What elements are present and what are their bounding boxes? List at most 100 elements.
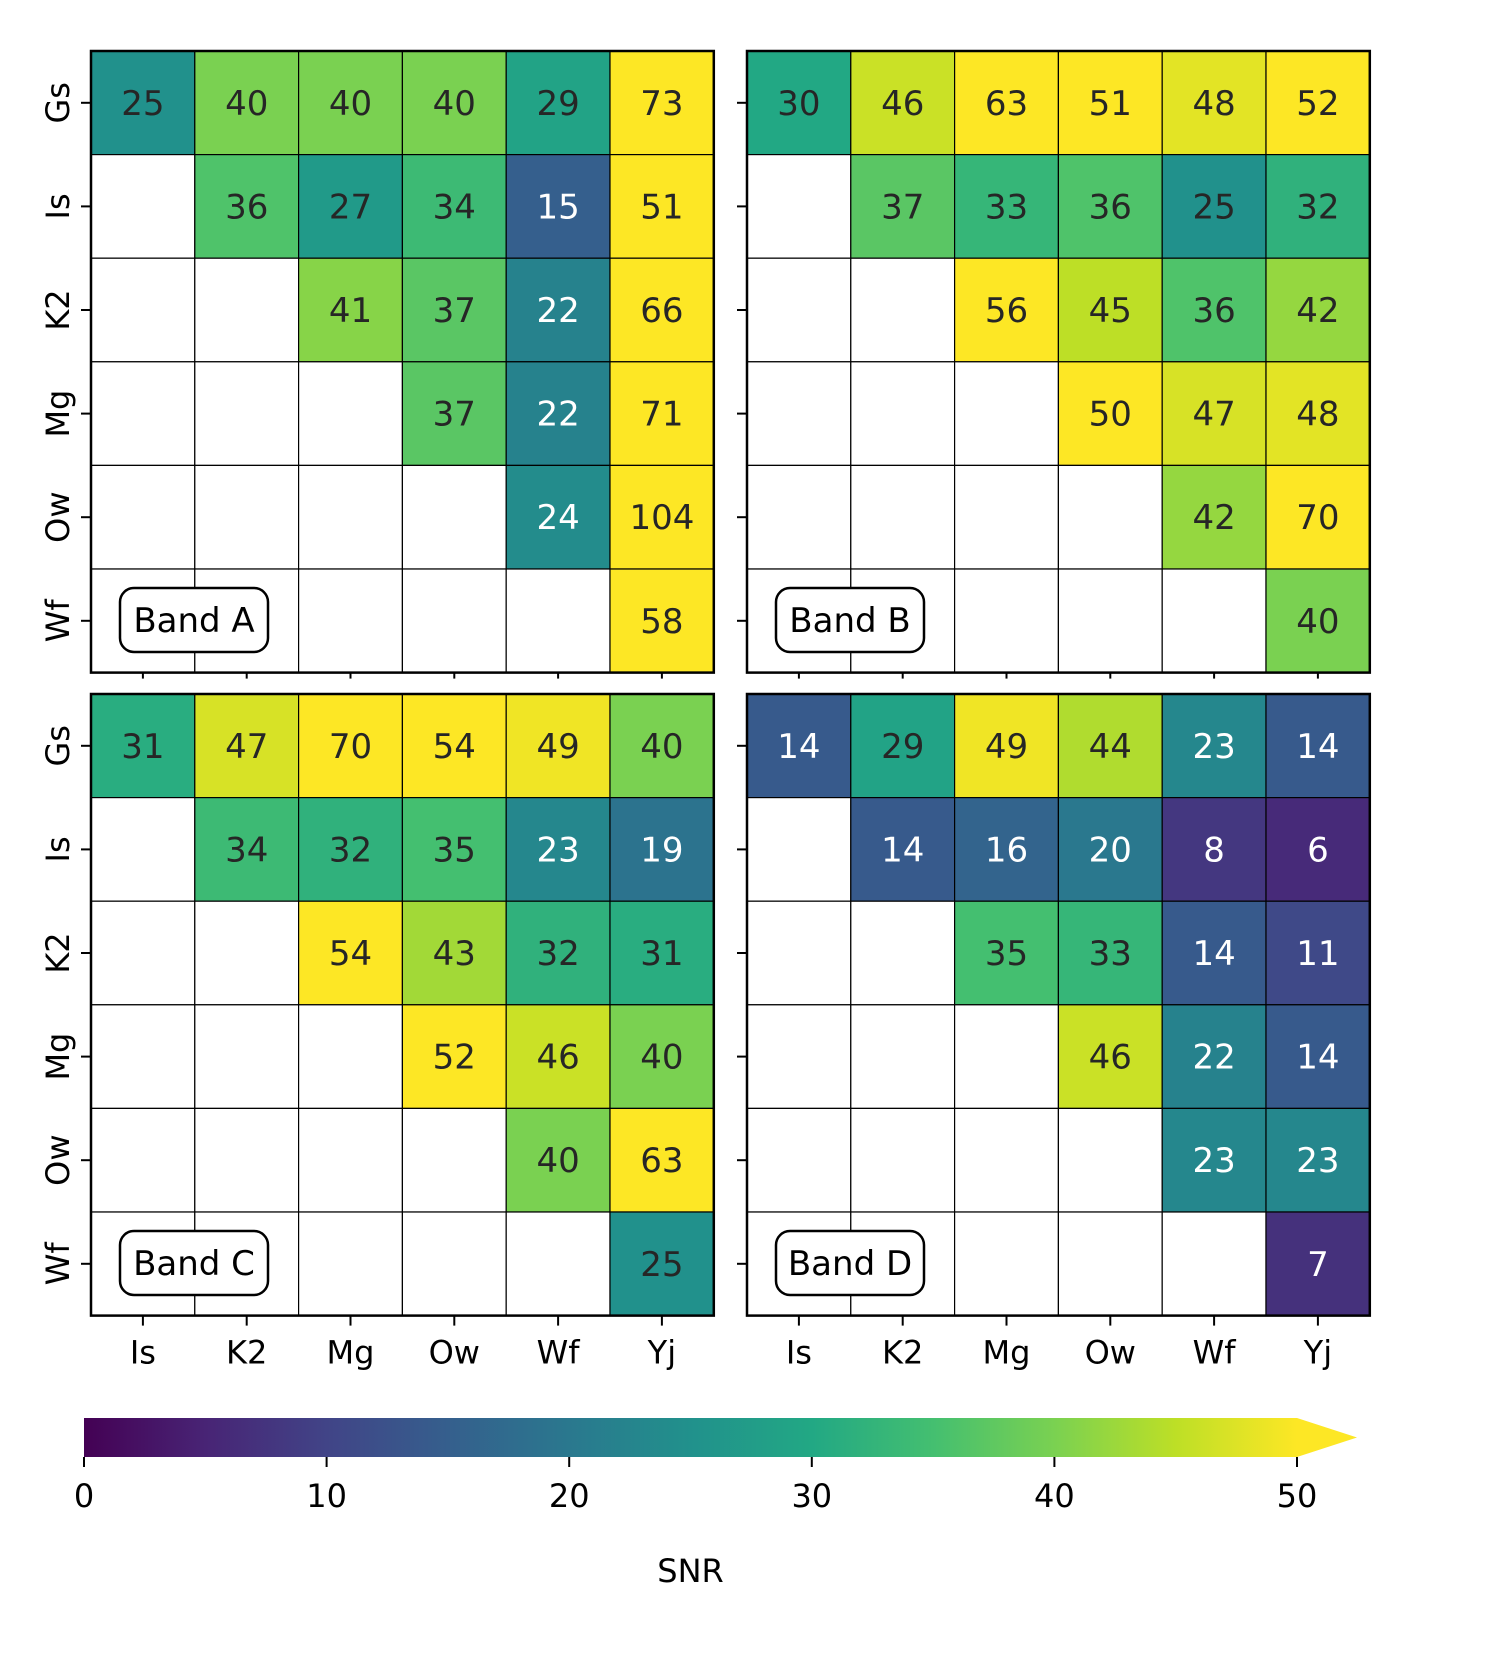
band-label-box: [118, 1229, 270, 1297]
cell-value-label: 37: [433, 395, 476, 435]
y-tick-label: Is: [39, 836, 77, 862]
cell-value-label: 49: [536, 727, 579, 767]
colorbar-gradient: [84, 1418, 1297, 1457]
heatmap-cell: [298, 1107, 404, 1213]
heatmap-cell: [401, 361, 507, 466]
heatmap-cell: [850, 900, 956, 1006]
heatmap-cell: [505, 361, 611, 466]
heatmap-cell: [1057, 361, 1163, 466]
heatmap-cell: [505, 154, 611, 259]
cell-value-label: 23: [536, 830, 579, 870]
heatmap-cell: [90, 900, 196, 1006]
heatmap-cell: [746, 464, 852, 570]
y-tick-label: Is: [39, 193, 77, 219]
cell-value-label: 46: [1089, 1038, 1132, 1078]
heatmap-cell: [746, 1107, 852, 1213]
x-tick-label: Yj: [647, 1334, 676, 1372]
heatmap-cell: [401, 1004, 507, 1109]
cell-value-label: 46: [881, 84, 924, 124]
heatmap-cell: [746, 900, 852, 1006]
heatmap-cell: [1161, 257, 1267, 363]
heatmap-cell: [194, 257, 300, 363]
cell-value-label: 51: [640, 187, 683, 227]
heatmap-cell: [609, 1004, 715, 1109]
x-tick-label: Is: [130, 1334, 156, 1372]
heatmap-cell: [1265, 796, 1371, 902]
heatmap-cell: [1265, 1107, 1371, 1213]
heatmap-cell: [1265, 50, 1371, 156]
cell-value-label: 52: [1296, 84, 1339, 124]
heatmap-cell: [953, 568, 1059, 674]
panel-frame: [89, 49, 716, 674]
colorbar-tick-label: 20: [549, 1477, 590, 1515]
heatmap-cell: [746, 1004, 852, 1109]
band-label-box: [774, 586, 926, 654]
heatmap-cell: [1161, 1211, 1267, 1317]
heatmap-cell: [298, 796, 404, 902]
x-tick-label: Yj: [1303, 1334, 1332, 1372]
heatmap-cell: [194, 1004, 300, 1109]
heatmap-cell: [1161, 50, 1267, 156]
heatmap-cell: [1265, 154, 1371, 259]
cell-value-label: 36: [225, 187, 268, 227]
heatmap-cell: [1161, 568, 1267, 674]
panel-frame: [745, 49, 1372, 674]
x-tick-label: Wf: [537, 1334, 581, 1372]
heatmap-cell: [298, 1211, 404, 1317]
cell-value-label: 33: [985, 187, 1028, 227]
y-tick-label: Wf: [39, 599, 77, 643]
heatmap-cell: [90, 693, 196, 799]
heatmap-cell: [298, 568, 404, 674]
cell-value-label: 19: [640, 830, 683, 870]
heatmap-cell: [505, 1211, 611, 1317]
panel-band-a: 25 40 40 40 29 73 36 27 34 15 51 41 37 22 66 37 22 71 24 10…: [39, 49, 716, 679]
heatmap-cell: [194, 900, 300, 1006]
cell-value-label: 56: [985, 291, 1028, 331]
heatmap-cell: [953, 900, 1059, 1006]
heatmap-cell: [1265, 257, 1371, 363]
heatmap-cell: [194, 796, 300, 902]
cell-value-label: 32: [329, 830, 372, 870]
heatmap-cell: [1161, 900, 1267, 1006]
cell-value-label: 29: [881, 727, 924, 767]
cell-value-label: 36: [1089, 187, 1132, 227]
y-tick-label: Mg: [39, 1033, 77, 1081]
heatmap-cell: [505, 257, 611, 363]
y-tick-label: K2: [39, 932, 77, 973]
heatmap-cell: [194, 1107, 300, 1213]
band-label: Band B: [789, 601, 910, 641]
cell-value-label: 34: [433, 187, 476, 227]
heatmap-cell: [850, 1004, 956, 1109]
cell-value-label: 44: [1089, 727, 1132, 767]
heatmap-cell: [609, 1107, 715, 1213]
heatmap-cell: [1057, 464, 1163, 570]
cell-value-label: 40: [433, 84, 476, 124]
band-label: Band A: [133, 601, 254, 641]
cell-value-label: 40: [1296, 602, 1339, 642]
heatmap-cell: [609, 464, 715, 570]
y-tick-label: Gs: [39, 82, 77, 123]
heatmap-cell: [746, 361, 852, 466]
cell-value-label: 25: [640, 1245, 683, 1285]
heatmap-cell: [298, 154, 404, 259]
heatmap-cell: [298, 464, 404, 570]
colorbar: 0 10 20 30 40 50 SNR: [74, 1418, 1357, 1590]
cell-value-label: 40: [640, 727, 683, 767]
colorbar-tick-label: 10: [306, 1477, 347, 1515]
cell-value-label: 42: [1192, 498, 1235, 538]
panel-band-b: 30 46 63 51 48 52 37 33 36 25 32 56 45 36 42 50 47 48 42 70…: [737, 49, 1372, 679]
cell-value-label: 25: [121, 84, 164, 124]
heatmap-cell: [1161, 1107, 1267, 1213]
heatmap-cell: [194, 464, 300, 570]
colorbar-tick-label: 0: [74, 1477, 94, 1515]
x-tick-label: Mg: [327, 1334, 375, 1372]
heatmap-cell: [505, 796, 611, 902]
heatmap-cell: [1265, 361, 1371, 466]
heatmap-cell: [505, 50, 611, 156]
cell-value-label: 35: [985, 934, 1028, 974]
heatmap-cell: [1161, 1004, 1267, 1109]
heatmap-cell: [401, 464, 507, 570]
heatmap-cell: [505, 464, 611, 570]
heatmap-cell: [401, 1211, 507, 1317]
band-label-box: [118, 586, 270, 654]
